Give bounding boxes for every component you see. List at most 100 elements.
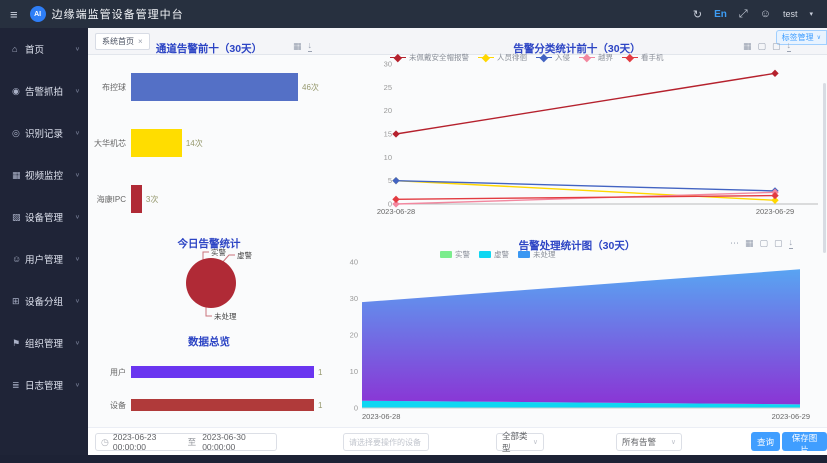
hamburger-menu-icon[interactable]: ≡ (10, 6, 18, 22)
sidebar-item-org[interactable]: ⚑ 组织管理 ∨ (0, 322, 88, 364)
data-point (392, 130, 400, 138)
tab-system-home[interactable]: 系统首页 × (95, 33, 150, 50)
toolbox-chart-icon[interactable]: ▦ (743, 41, 752, 51)
main-scrollbar[interactable] (823, 83, 826, 253)
area-chart-legend: 实警 虚警 未处理 (440, 249, 556, 260)
bar[interactable] (131, 366, 314, 378)
sidebar-item-user[interactable]: ☺ 用户管理 ∨ (0, 238, 88, 280)
type-select[interactable]: 全部类型 ∨ (496, 431, 544, 453)
user-avatar-icon[interactable]: ☺ (759, 8, 771, 20)
data-point (392, 176, 400, 185)
sidebar-item-label: 日志管理 (25, 381, 64, 392)
bottom-status-strip (0, 455, 827, 463)
sidebar-item-eye[interactable]: ◎ 识别记录 ∨ (0, 112, 88, 154)
sidebar-item-label: 设备分组 (25, 297, 64, 308)
toolbox-restore-icon[interactable]: ▢ (757, 41, 767, 51)
sidebar-item-monitor[interactable]: ▦ 视频监控 ∨ (0, 154, 88, 196)
save-image-button[interactable]: 保存图片 (782, 432, 827, 455)
legend-item[interactable]: 未处理 (518, 249, 556, 260)
toolbox-chart-icon[interactable]: ▦ (293, 41, 302, 51)
language-toggle[interactable]: En (714, 8, 727, 20)
svg-text:15: 15 (384, 130, 392, 139)
legend-item[interactable]: 实警 (440, 249, 470, 260)
chevron-down-icon: ∨ (74, 340, 80, 347)
toolbox-restore-icon[interactable]: ▢ (759, 238, 769, 248)
svg-text:2023-06-29: 2023-06-29 (756, 207, 794, 216)
toolbox-chart-icon[interactable]: ▦ (745, 238, 754, 248)
query-button[interactable]: 查询 (751, 432, 781, 451)
sidebar-item-home[interactable]: ⌂ 首页 ∨ (0, 28, 88, 70)
chevron-down-icon: ∨ (532, 439, 538, 446)
camera-icon: ◉ (12, 85, 20, 96)
header-actions: ↻ En ⤢ ☺ test ▾ (693, 8, 813, 21)
pie-label-unprocessed: 未处理 (214, 311, 237, 321)
date-from-value: 2023-06-23 00:00:00 (112, 432, 157, 452)
data-overview-bars: 用户 1 设备 1 (88, 366, 330, 432)
toolbox-frame-icon[interactable]: ▢ (772, 41, 781, 51)
sidebar-item-label: 告警抓拍 (25, 87, 64, 98)
toolbox-download-icon[interactable]: ↓ (788, 237, 794, 249)
alarm-select[interactable]: 所有告警 ∨ (616, 433, 682, 451)
svg-text:0: 0 (388, 200, 392, 209)
bar-row: 设备 1 (110, 399, 323, 411)
chart-title-channel-alarms: 通道告警前十（30天） (155, 43, 263, 55)
date-range-picker[interactable]: ◷ 2023-06-23 00:00:00 至 2023-06-30 00:00… (95, 432, 277, 452)
legend-item[interactable]: 入侵 (536, 52, 570, 63)
chart5-toolbox: ⋯ ▦ ▢ ▢ ↓ (730, 237, 794, 249)
user-icon: ☺ (12, 254, 22, 264)
legend-item[interactable]: 越界 (579, 52, 613, 63)
line-series (395, 72, 776, 135)
svg-text:0: 0 (354, 404, 358, 413)
sidebar-item-device[interactable]: ▧ 设备管理 ∨ (0, 196, 88, 238)
toolbox-download-icon[interactable]: ↓ (307, 40, 313, 52)
line-series (395, 179, 776, 201)
legend-item[interactable]: 未佩戴安全帽报警 (390, 52, 469, 63)
sidebar-item-group[interactable]: ⊞ 设备分组 ∨ (0, 280, 88, 322)
user-menu-caret-icon[interactable]: ▾ (809, 11, 813, 18)
toolbox-frame-icon[interactable]: ▢ (774, 238, 783, 248)
svg-text:20: 20 (350, 331, 358, 340)
fullscreen-icon[interactable]: ⤢ (738, 7, 748, 20)
chevron-down-icon: ∨ (816, 35, 821, 41)
svg-text:40: 40 (350, 258, 358, 267)
chart-title-alarm-process: 告警处理统计图（30天） (518, 240, 636, 252)
toolbox-more-icon[interactable]: ⋯ (730, 238, 739, 248)
legend-item[interactable]: 人员徘徊 (478, 52, 527, 63)
clock-icon: ◷ (101, 436, 109, 447)
control-bar: ◷ 2023-06-23 00:00:00 至 2023-06-30 00:00… (88, 427, 827, 456)
chart-title-alarm-class: 告警分类统计前十（30天） (513, 43, 641, 55)
sidebar-item-log[interactable]: ≣ 日志管理 ∨ (0, 364, 88, 406)
svg-text:5: 5 (388, 176, 392, 185)
date-to-value: 2023-06-30 00:00:00 (202, 432, 246, 452)
main-content: 系统首页 × 标签管理 ∨ 通道告警前十（30天） ▦ ↓ 布控球 46次 大华机芯… (88, 28, 827, 455)
sidebar-item-camera[interactable]: ◉ 告警抓拍 ∨ (0, 70, 88, 112)
bar[interactable] (131, 73, 298, 101)
org-icon: ⚑ (12, 337, 21, 348)
chevron-down-icon: ∨ (670, 439, 676, 446)
device-select-input[interactable] (343, 433, 429, 451)
tag-manage-button[interactable]: 标签管理 ∨ (775, 30, 827, 45)
legend-item[interactable]: 虚警 (479, 249, 509, 260)
username[interactable]: test (782, 9, 798, 19)
bar[interactable] (131, 399, 314, 411)
svg-text:30: 30 (350, 294, 358, 303)
pie-slice-unprocessed[interactable] (186, 258, 236, 308)
channel-alarm-bars: 布控球 46次 大华机芯 14次 海康IPC 3次 (88, 73, 330, 241)
sidebar-item-label: 视频监控 (25, 171, 64, 182)
bar[interactable] (131, 129, 182, 157)
bar[interactable] (131, 185, 142, 213)
log-icon: ≣ (12, 379, 20, 390)
line-chart-legend: 未佩戴安全帽报警 人员徘徊 入侵 越界 看手机 (390, 52, 664, 63)
pie-callout-line (205, 307, 212, 317)
chart1-toolbox: ▦ ↓ (293, 40, 313, 52)
app-logo: AI (29, 6, 46, 22)
legend-swatch (479, 251, 491, 258)
refresh-icon[interactable]: ↻ (692, 8, 703, 21)
sidebar-item-label: 首页 (25, 45, 45, 56)
sidebar-item-label: 识别记录 (25, 129, 64, 140)
tab-close-icon[interactable]: × (138, 37, 143, 46)
toolbox-download-icon[interactable]: ↓ (786, 40, 792, 52)
home-icon: ⌂ (12, 44, 18, 54)
legend-item[interactable]: 看手机 (622, 52, 664, 63)
app-header: ≡ AI 边缘端监管设备管理中台 ↻ En ⤢ ☺ test ▾ (0, 0, 827, 28)
